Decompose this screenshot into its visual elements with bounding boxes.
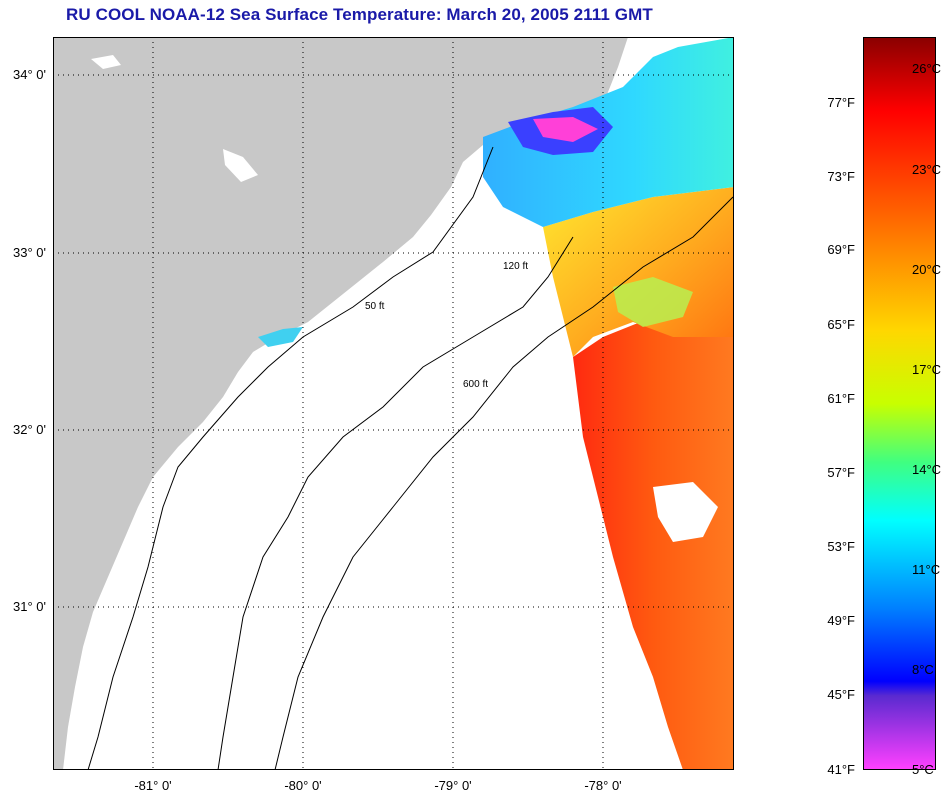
cb-c-23: 23°C: [912, 162, 942, 177]
northern-shelf-water: [543, 187, 734, 357]
contour-120ft: [217, 236, 574, 770]
cb-f-41: 41°F: [827, 762, 855, 777]
lat-label-32: 32° 0': [13, 422, 46, 437]
graticule: [53, 37, 734, 770]
lon-label-80: -80° 0': [284, 778, 322, 793]
cb-c-17: 17°C: [912, 362, 942, 377]
cb-f-69: 69°F: [827, 242, 855, 257]
map-frame: [53, 37, 734, 770]
lon-label-81: -81° 0': [134, 778, 172, 793]
lon-label-79: -79° 0': [434, 778, 472, 793]
temperature-colorbar: [863, 37, 936, 770]
map-title: RU COOL NOAA-12 Sea Surface Temperature:…: [66, 5, 653, 24]
cb-f-57: 57°F: [827, 465, 855, 480]
lat-label-31: 31° 0': [13, 599, 46, 614]
lat-label-34: 34° 0': [13, 67, 46, 82]
coldest-water: [533, 117, 598, 142]
bathymetry-contours: [87, 146, 734, 770]
cb-f-65: 65°F: [827, 317, 855, 332]
contour-label-600ft: 600 ft: [463, 379, 488, 390]
contour-labels: 50 ft 120 ft 600 ft: [365, 261, 528, 390]
nearshore-cyan: [258, 327, 303, 347]
lake: [223, 149, 258, 182]
cb-f-73: 73°F: [827, 169, 855, 184]
cb-f-49: 49°F: [827, 613, 855, 628]
cb-f-45: 45°F: [827, 687, 855, 702]
cb-c-5: 5°C: [912, 762, 934, 777]
cb-c-26: 26°C: [912, 61, 942, 76]
cb-c-8: 8°C: [912, 662, 934, 677]
contour-50ft: [87, 146, 494, 770]
lat-label-33: 33° 0': [13, 245, 46, 260]
cb-f-61: 61°F: [827, 391, 855, 406]
land-patch: [91, 55, 121, 69]
land: [53, 37, 628, 770]
contour-600ft: [274, 196, 734, 770]
contour-label-50ft: 50 ft: [365, 301, 385, 312]
sst-map: 50 ft 120 ft 600 ft: [53, 37, 734, 770]
lon-label-78: -78° 0': [584, 778, 622, 793]
cb-f-77: 77°F: [827, 95, 855, 110]
cb-c-11: 11°C: [912, 562, 941, 577]
cb-c-20: 20°C: [912, 262, 942, 277]
cloud-gap: [653, 482, 718, 542]
green-eddy: [613, 277, 693, 327]
gulf-stream-warm: [573, 297, 734, 770]
cb-f-53: 53°F: [827, 539, 855, 554]
cb-c-14: 14°C: [912, 462, 942, 477]
contour-label-120ft: 120 ft: [503, 261, 528, 272]
